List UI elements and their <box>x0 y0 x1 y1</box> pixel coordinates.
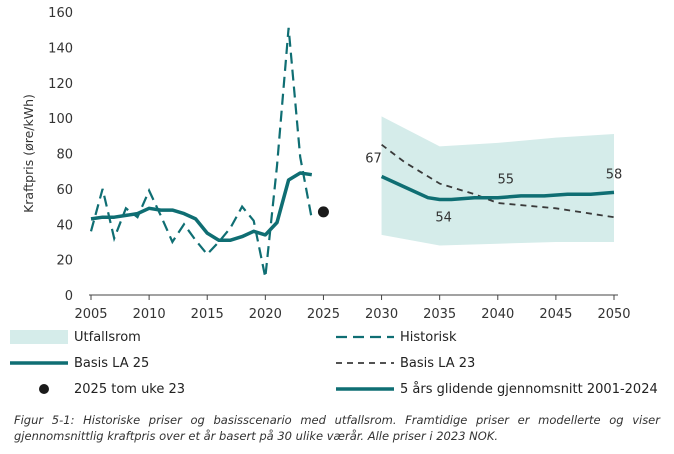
y-tick-label: 100 <box>48 112 73 127</box>
legend-swatch-moving-avg <box>336 387 394 391</box>
series-line-basis-la-25 <box>380 174 615 202</box>
legend-swatch-solid <box>10 361 68 365</box>
y-tick-label: 80 <box>56 148 73 163</box>
legend-label-point-2025: 2025 tom uke 23 <box>74 381 186 397</box>
y-tick-label: 60 <box>56 183 73 198</box>
x-tick-label: 2010 <box>133 307 166 322</box>
y-tick-label: 140 <box>48 41 73 56</box>
y-tick-label: 20 <box>56 254 73 269</box>
y-tick-label: 40 <box>56 218 73 233</box>
x-tick-label: 2030 <box>365 307 398 322</box>
x-tick-label: 2015 <box>191 307 224 322</box>
legend-label-moving-avg: 5 års glidende gjennomsnitt 2001-2024 <box>400 381 658 397</box>
series-line-5-rs-glidende-gjennomsnitt-2001-2024 <box>90 171 313 242</box>
figure-caption: Figur 5-1: Historiske priser og basissce… <box>14 413 660 443</box>
y-axis-label: Kraftpris (øre/kWh) <box>21 94 36 213</box>
chart-legend: Utfallsrom Historisk Basis LA 25 Basis L… <box>0 326 674 402</box>
x-tick-label: 2025 <box>307 307 340 322</box>
y-tick-label: 120 <box>48 77 73 92</box>
x-tick-label: 2005 <box>74 307 107 322</box>
series-band-utfallsrom <box>381 116 614 246</box>
y-tick-label: 160 <box>48 6 73 21</box>
legend-label-historisk: Historisk <box>400 329 457 345</box>
series-line-historisk <box>89 27 313 278</box>
legend-item-basis-la23: Basis LA 23 <box>336 354 475 372</box>
legend-label-utfallsrom: Utfallsrom <box>74 329 141 345</box>
series-line-basis-la-23 <box>381 143 615 219</box>
x-tick-label: 2050 <box>597 307 630 322</box>
legend-item-historisk: Historisk <box>336 328 456 346</box>
data-label: 55 <box>498 173 515 188</box>
legend-swatch-band <box>10 330 68 344</box>
data-label: 54 <box>435 210 452 225</box>
data-label: 58 <box>606 167 623 182</box>
y-tick-label: 0 <box>65 289 73 304</box>
series-point-2025-tom-uke-23 <box>317 206 329 218</box>
legend-swatch-point <box>39 384 49 394</box>
data-label: 67 <box>365 151 382 166</box>
legend-item-moving-avg: 5 års glidende gjennomsnitt 2001-2024 <box>336 380 658 398</box>
legend-swatch-smalldash <box>336 362 394 364</box>
legend-item-point-2025: 2025 tom uke 23 <box>10 380 185 398</box>
x-tick-label: 2040 <box>481 307 514 322</box>
legend-item-basis-la25: Basis LA 25 <box>10 354 149 372</box>
x-tick-label: 2035 <box>423 307 456 322</box>
x-tick-label: 2020 <box>249 307 282 322</box>
x-tick-label: 2045 <box>539 307 572 322</box>
legend-label-basis-la23: Basis LA 23 <box>400 355 476 371</box>
legend-label-basis-la25: Basis LA 25 <box>74 355 150 371</box>
legend-swatch-dashed <box>336 335 394 339</box>
legend-item-utfallsrom: Utfallsrom <box>10 328 141 346</box>
